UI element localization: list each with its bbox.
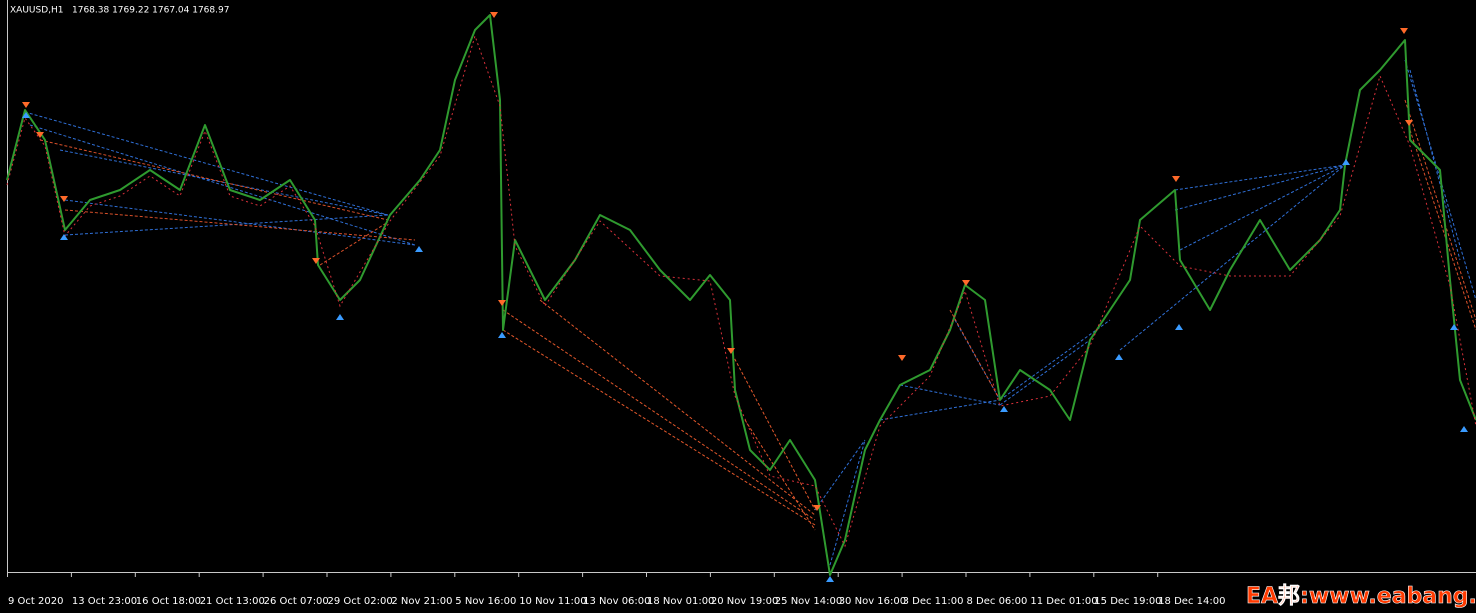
time-label: 13 Nov 06:00 [583, 596, 650, 607]
time-label: 10 Nov 11:00 [519, 596, 586, 607]
time-label: 16 Oct 18:00 [136, 596, 201, 607]
time-label: 9 Oct 2020 [8, 596, 63, 607]
time-label: 3 Dec 11:00 [903, 596, 964, 607]
quote-label: 1768.38 1769.22 1767.04 1768.97 [72, 6, 229, 16]
time-label: 30 Nov 16:00 [839, 596, 906, 607]
watermark-bg [1242, 583, 1476, 611]
time-label: 18 Nov 01:00 [647, 596, 714, 607]
time-label: 2 Nov 21:00 [391, 596, 452, 607]
time-label: 21 Oct 13:00 [200, 596, 265, 607]
time-label: 18 Dec 14:00 [1158, 596, 1225, 607]
price-line [6, 14, 1476, 576]
projection-lines [24, 59, 1476, 566]
time-label: 20 Nov 19:00 [711, 596, 778, 607]
time-label: 15 Dec 19:00 [1094, 596, 1161, 607]
time-label: 13 Oct 23:00 [72, 596, 137, 607]
time-label: 8 Dec 06:00 [967, 596, 1028, 607]
time-label: 25 Nov 14:00 [775, 596, 842, 607]
symbol-label: XAUUSD,H1 [10, 6, 64, 16]
time-label: 11 Dec 01:00 [1030, 596, 1097, 607]
watermark: EA邦:www.eabang.com [1246, 584, 1476, 609]
time-label: 5 Nov 16:00 [455, 596, 516, 607]
time-label: 26 Oct 07:00 [264, 596, 329, 607]
time-label: 29 Oct 02:00 [328, 596, 393, 607]
price-wicks [6, 34, 1476, 548]
